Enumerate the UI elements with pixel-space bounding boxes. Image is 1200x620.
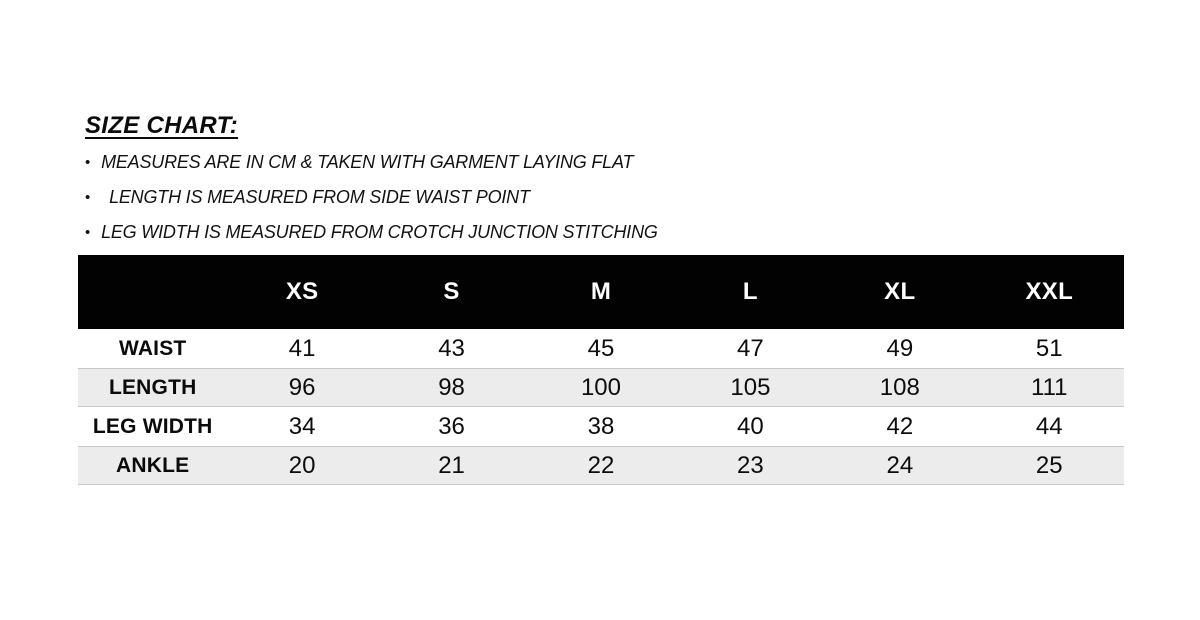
size-value-cell: 108 (825, 368, 975, 407)
col-header-l: L (675, 255, 826, 329)
col-header-s: S (376, 255, 527, 329)
size-value-cell: 43 (376, 329, 527, 368)
bullet-icon: • (85, 154, 91, 171)
size-value-cell: 111 (974, 368, 1124, 407)
size-value-cell: 23 (675, 446, 826, 485)
table-row-length: LENGTH 96 98 100 105 108 111 (78, 368, 1124, 407)
table-row-waist: WAIST 41 43 45 47 49 51 (78, 329, 1124, 368)
size-value-cell: 41 (227, 329, 377, 368)
size-value-cell: 51 (974, 329, 1124, 368)
size-value-cell: 45 (526, 329, 676, 368)
corner-cell (78, 255, 228, 329)
note-text: LENGTH IS MEASURED FROM SIDE WAIST POINT (109, 187, 530, 207)
size-value-cell: 40 (675, 407, 826, 446)
col-header-xs: XS (227, 255, 377, 329)
size-value-cell: 98 (376, 368, 527, 407)
size-value-cell: 96 (227, 368, 377, 407)
note-item: • LEG WIDTH IS MEASURED FROM CROTCH JUNC… (85, 222, 658, 257)
notes-list: • MEASURES ARE IN CM & TAKEN WITH GARMEN… (85, 152, 658, 257)
size-value-cell: 34 (227, 407, 377, 446)
size-value-cell: 36 (376, 407, 527, 446)
size-value-cell: 42 (825, 407, 975, 446)
bullet-icon: • (85, 189, 91, 206)
size-value-cell: 105 (675, 368, 826, 407)
size-value-cell: 21 (376, 446, 527, 485)
row-label: LENGTH (78, 368, 228, 407)
note-item: • MEASURES ARE IN CM & TAKEN WITH GARMEN… (85, 152, 658, 187)
size-value-cell: 49 (825, 329, 975, 368)
col-header-xxl: XXL (974, 255, 1124, 329)
row-label: LEG WIDTH (78, 407, 228, 446)
bullet-icon: • (85, 224, 91, 241)
size-value-cell: 25 (974, 446, 1124, 485)
note-text: LEG WIDTH IS MEASURED FROM CROTCH JUNCTI… (101, 222, 658, 242)
size-value-cell: 22 (526, 446, 676, 485)
row-label: ANKLE (78, 446, 228, 485)
size-value-cell: 20 (227, 446, 377, 485)
table-row-leg-width: LEG WIDTH 34 36 38 40 42 44 (78, 407, 1124, 446)
size-value-cell: 100 (526, 368, 676, 407)
size-value-cell: 38 (526, 407, 676, 446)
table-row-ankle: ANKLE 20 21 22 23 24 25 (78, 446, 1124, 485)
size-value-cell: 47 (675, 329, 826, 368)
table-header-row: XS S M L XL XXL (78, 255, 1124, 329)
size-value-cell: 44 (974, 407, 1124, 446)
note-item: • LENGTH IS MEASURED FROM SIDE WAIST POI… (85, 187, 658, 222)
col-header-m: M (526, 255, 676, 329)
size-table: XS S M L XL XXL WAIST 41 43 45 47 49 51 … (78, 255, 1124, 485)
page-title: SIZE CHART: (85, 112, 239, 139)
col-header-xl: XL (825, 255, 975, 329)
row-label: WAIST (78, 329, 228, 368)
note-text: MEASURES ARE IN CM & TAKEN WITH GARMENT … (101, 152, 634, 172)
size-value-cell: 24 (825, 446, 975, 485)
